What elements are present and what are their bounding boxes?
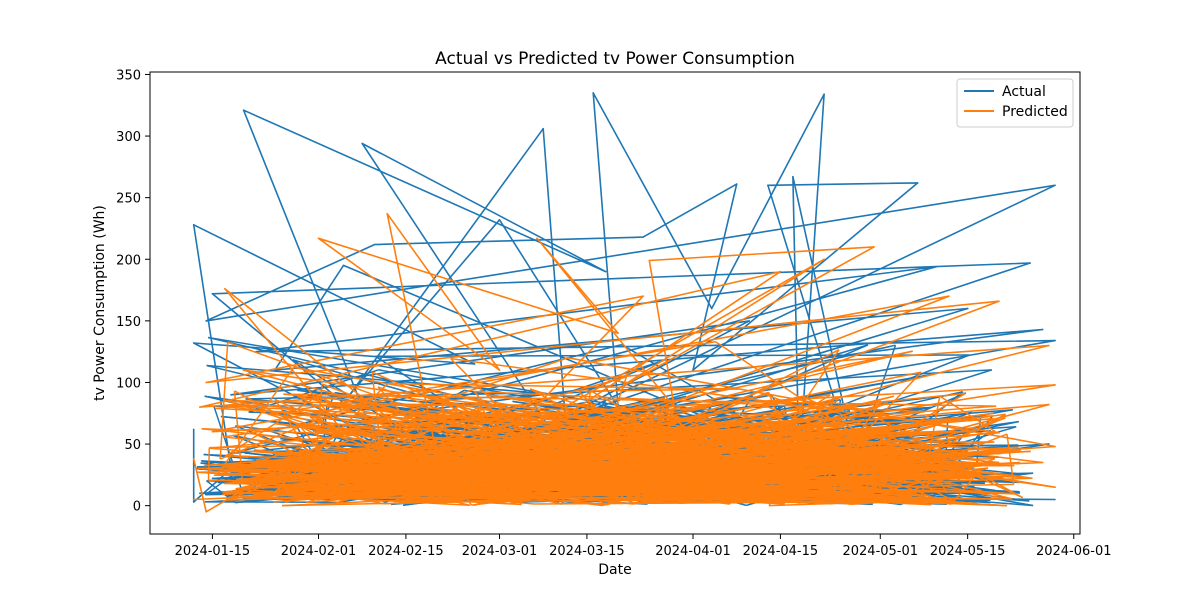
data-point — [205, 320, 207, 322]
y-tick-label: 200 — [116, 253, 141, 268]
data-point — [230, 394, 232, 396]
data-point — [1054, 340, 1056, 342]
data-point — [767, 185, 769, 187]
x-tick-label: 2024-04-15 — [743, 544, 819, 559]
data-point — [936, 266, 938, 268]
data-point — [1054, 185, 1056, 187]
data-point — [193, 501, 195, 503]
data-point — [736, 183, 738, 185]
y-tick-label: 300 — [116, 130, 141, 145]
data-point — [243, 369, 245, 371]
data-point — [199, 406, 201, 408]
data-point — [205, 382, 207, 384]
data-point — [243, 109, 245, 111]
data-point — [212, 431, 214, 433]
data-point — [499, 219, 501, 221]
legend-label-actual: Actual — [1002, 84, 1046, 100]
data-point — [468, 480, 470, 482]
data-point — [1029, 262, 1031, 264]
data-point — [642, 295, 644, 297]
data-point — [1042, 329, 1044, 331]
x-tick-label: 2024-01-15 — [175, 544, 251, 559]
x-tick-label: 2024-04-01 — [655, 544, 731, 559]
data-point — [224, 288, 226, 290]
data-point — [717, 493, 719, 495]
data-point — [1054, 499, 1056, 501]
legend-label-predicted: Predicted — [1002, 104, 1068, 120]
data-point — [343, 431, 345, 433]
data-point — [474, 363, 476, 365]
data-point — [542, 128, 544, 130]
legend: Actual Predicted — [957, 79, 1073, 127]
data-point — [1054, 446, 1056, 448]
data-point — [499, 369, 501, 371]
data-point — [998, 300, 1000, 302]
data-point — [674, 406, 676, 408]
chart-title: Actual vs Predicted tv Power Consumption — [435, 49, 795, 69]
x-tick-label: 2024-03-15 — [549, 544, 625, 559]
y-tick-label: 150 — [116, 315, 141, 330]
data-point — [199, 493, 201, 495]
data-point — [536, 238, 538, 240]
y-tick-label: 0 — [133, 500, 141, 515]
data-point — [193, 224, 195, 226]
data-point — [617, 332, 619, 334]
data-point — [1048, 404, 1050, 406]
data-point — [486, 394, 488, 396]
x-tick-label: 2024-05-15 — [930, 544, 1006, 559]
data-point — [873, 246, 875, 248]
data-point — [617, 388, 619, 390]
data-point — [318, 238, 320, 240]
data-point — [193, 499, 195, 501]
data-point — [374, 244, 376, 246]
data-point — [361, 143, 363, 145]
series-segment — [209, 448, 210, 481]
data-point — [967, 308, 969, 310]
data-point — [711, 308, 713, 310]
data-point — [193, 429, 195, 431]
data-point — [386, 213, 388, 215]
x-axis-title: Date — [598, 562, 631, 578]
data-point — [193, 458, 195, 460]
data-point — [1048, 345, 1050, 347]
data-point — [218, 474, 220, 476]
data-point — [592, 92, 594, 94]
data-point — [212, 293, 214, 295]
data-point — [193, 342, 195, 344]
x-tick-label: 2024-02-15 — [368, 544, 444, 559]
data-point — [1054, 486, 1056, 488]
data-point — [567, 357, 569, 359]
y-axis-title: tv Power Consumption (Wh) — [92, 205, 108, 401]
data-point — [780, 271, 782, 273]
data-point — [748, 320, 750, 322]
data-point — [330, 499, 332, 501]
x-tick-label: 2024-03-01 — [462, 544, 538, 559]
y-tick-label: 350 — [116, 68, 141, 83]
data-point — [499, 443, 501, 445]
data-point — [436, 456, 438, 458]
y-tick-label: 100 — [116, 376, 141, 391]
data-point — [1054, 384, 1056, 386]
data-point — [823, 259, 825, 261]
x-tick-label: 2024-06-01 — [1036, 544, 1112, 559]
data-point — [642, 236, 644, 238]
data-point — [205, 511, 207, 513]
data-point — [605, 271, 607, 273]
x-tick-label: 2024-05-01 — [842, 544, 918, 559]
x-tick-label: 2024-02-01 — [281, 544, 357, 559]
data-point — [649, 260, 651, 262]
data-point — [948, 295, 950, 297]
y-tick-label: 50 — [124, 438, 141, 453]
data-point — [1042, 462, 1044, 464]
data-point — [343, 265, 345, 267]
data-point — [555, 468, 557, 470]
y-tick-label: 250 — [116, 192, 141, 207]
data-point — [792, 176, 794, 178]
data-point — [823, 93, 825, 95]
data-point — [917, 182, 919, 184]
